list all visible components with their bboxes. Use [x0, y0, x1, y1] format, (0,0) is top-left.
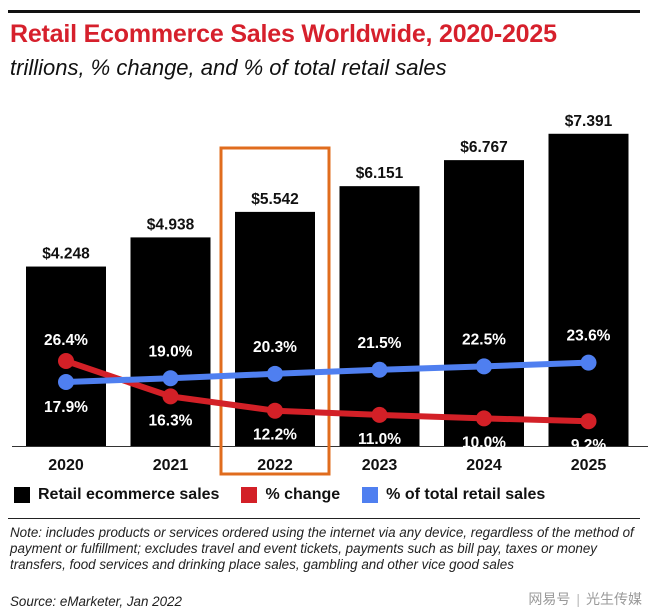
- bar-2023: [339, 186, 420, 446]
- footnote: Note: includes products or services orde…: [10, 525, 634, 572]
- pct-change-point-2020: [58, 353, 74, 369]
- pct-change-line: [63, 358, 592, 425]
- pct-share-point-2024: [476, 358, 492, 375]
- x-tick-label-2021: 2021: [153, 457, 189, 474]
- bar-value-label-2024: $6.767: [460, 139, 507, 156]
- x-tick-label-2022: 2022: [257, 457, 293, 474]
- pct-share-label-2024: 22.5%: [462, 331, 506, 348]
- legend-item-share: % of total retail sales: [362, 486, 545, 504]
- legend-label-share: % of total retail sales: [386, 486, 546, 503]
- pct-change-label-2024: 10.0%: [462, 434, 506, 451]
- x-tick-label-2024: 2024: [466, 457, 502, 474]
- legend-item-change: % change: [241, 486, 340, 504]
- pct-share-point-2020: [58, 374, 74, 390]
- pct-share-label-2025: 23.6%: [567, 328, 611, 345]
- chart-subtitle: trillions, % change, and % of total reta…: [10, 55, 447, 80]
- legend-label-change: % change: [265, 486, 341, 503]
- chart-area: $4.248 $4.938 $5.542 $6.151 $6.767 $7.391 2020…: [12, 113, 648, 476]
- pct-change-label-2021: 16.3%: [149, 412, 193, 429]
- footer-divider: [8, 518, 640, 519]
- pct-change-label-2023: 11.0%: [358, 431, 401, 448]
- pct-share-point-2025: [580, 354, 597, 371]
- pct-share-point-2023: [371, 361, 388, 378]
- pct-share-label-2021: 19.0%: [149, 343, 193, 360]
- bar-value-label-2025: $7.391: [565, 113, 613, 130]
- watermark: 网易号 | 光生传媒: [528, 589, 642, 609]
- bar-value-label-2020: $4.248: [42, 246, 90, 263]
- legend: Retail ecommerce sales % change % of tot…: [14, 486, 567, 504]
- pct-share-point-2021: [162, 370, 179, 387]
- pct-share-label-2023: 21.5%: [358, 335, 402, 352]
- legend-swatch-share: [362, 487, 379, 503]
- pct-change-point-2025: [580, 413, 597, 430]
- legend-item-sales: Retail ecommerce sales: [14, 486, 219, 504]
- bar-2021: [130, 237, 211, 446]
- pct-change-point-2023: [371, 406, 388, 423]
- watermark-separator: |: [576, 591, 580, 607]
- x-tick-label-2020: 2020: [48, 457, 84, 474]
- highlight-box-2022: [219, 146, 331, 476]
- pct-share-line: [63, 359, 592, 385]
- bar-value-label-2023: $6.151: [356, 165, 404, 182]
- legend-label-sales: Retail ecommerce sales: [38, 486, 220, 503]
- pct-change-label-2022: 12.2%: [253, 427, 297, 444]
- x-tick-label-2023: 2023: [362, 457, 398, 474]
- pct-share-point-2022: [267, 365, 283, 382]
- watermark-left: 网易号: [528, 591, 571, 607]
- pct-change-point-2021: [162, 388, 179, 405]
- legend-swatch-change: [241, 487, 258, 503]
- pct-change-point-2022: [267, 402, 283, 419]
- top-rule: [8, 10, 640, 13]
- pct-share-label-2022: 20.3%: [253, 339, 297, 356]
- chart-title: Retail Ecommerce Sales Worldwide, 2020-2…: [10, 20, 557, 48]
- x-tick-label-2025: 2025: [571, 457, 607, 474]
- bar-2024: [444, 160, 524, 446]
- watermark-right: 光生传媒: [586, 591, 642, 607]
- pct-change-label-2020: 26.4%: [44, 332, 88, 349]
- legend-swatch-sales: [14, 487, 30, 503]
- source-line: Source: eMarketer, Jan 2022: [10, 594, 182, 609]
- pct-share-label-2020: 17.9%: [44, 399, 88, 416]
- bar-value-label-2021: $4.938: [147, 216, 195, 233]
- pct-change-label-2025: 9.2%: [571, 437, 607, 454]
- bar-2025: [548, 133, 629, 446]
- bar-value-label-2022: $5.542: [251, 191, 298, 208]
- pct-change-point-2024: [476, 410, 492, 427]
